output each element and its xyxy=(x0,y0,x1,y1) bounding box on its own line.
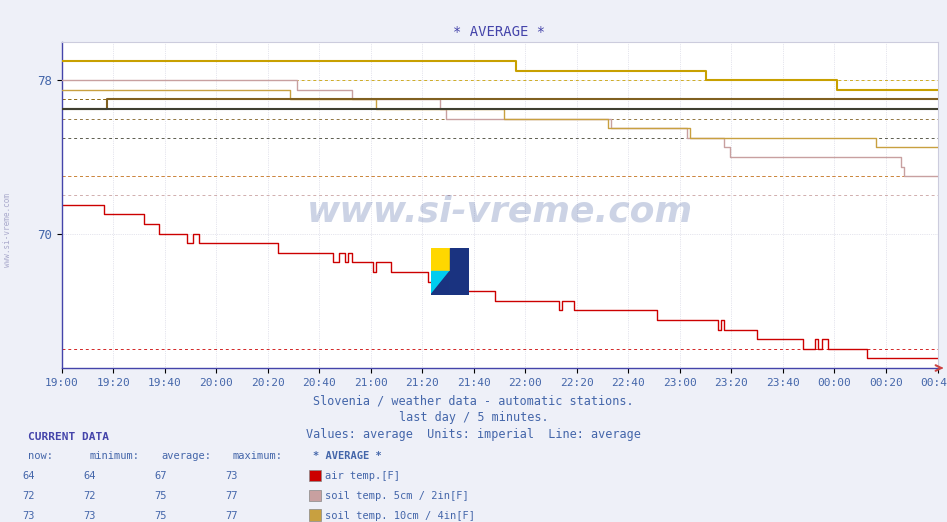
Text: * AVERAGE *: * AVERAGE * xyxy=(313,452,382,461)
Polygon shape xyxy=(431,271,450,295)
Text: 67: 67 xyxy=(154,471,168,481)
Text: www.si-vreme.com: www.si-vreme.com xyxy=(307,194,692,229)
Text: average:: average: xyxy=(161,452,211,461)
Text: 73: 73 xyxy=(225,471,239,481)
Text: Slovenia / weather data - automatic stations.: Slovenia / weather data - automatic stat… xyxy=(313,394,634,407)
Text: 64: 64 xyxy=(22,471,35,481)
Text: CURRENT DATA: CURRENT DATA xyxy=(28,432,110,442)
Text: 77: 77 xyxy=(225,491,239,501)
Text: 72: 72 xyxy=(83,491,97,501)
Text: Values: average  Units: imperial  Line: average: Values: average Units: imperial Line: av… xyxy=(306,428,641,441)
Bar xyxy=(431,271,450,295)
Text: 72: 72 xyxy=(22,491,35,501)
Title: * AVERAGE *: * AVERAGE * xyxy=(454,25,545,39)
Text: soil temp. 5cm / 2in[F]: soil temp. 5cm / 2in[F] xyxy=(325,491,469,501)
Text: maximum:: maximum: xyxy=(232,452,282,461)
Text: last day / 5 minutes.: last day / 5 minutes. xyxy=(399,411,548,424)
Polygon shape xyxy=(450,248,469,295)
Text: air temp.[F]: air temp.[F] xyxy=(325,471,400,481)
Text: minimum:: minimum: xyxy=(90,452,140,461)
Text: 73: 73 xyxy=(22,511,35,521)
Text: 73: 73 xyxy=(83,511,97,521)
Text: 75: 75 xyxy=(154,511,168,521)
Text: www.si-vreme.com: www.si-vreme.com xyxy=(3,193,12,267)
Text: now:: now: xyxy=(28,452,53,461)
Text: soil temp. 10cm / 4in[F]: soil temp. 10cm / 4in[F] xyxy=(325,511,474,521)
Bar xyxy=(431,248,450,271)
Text: 75: 75 xyxy=(154,491,168,501)
Text: 77: 77 xyxy=(225,511,239,521)
Text: 64: 64 xyxy=(83,471,97,481)
